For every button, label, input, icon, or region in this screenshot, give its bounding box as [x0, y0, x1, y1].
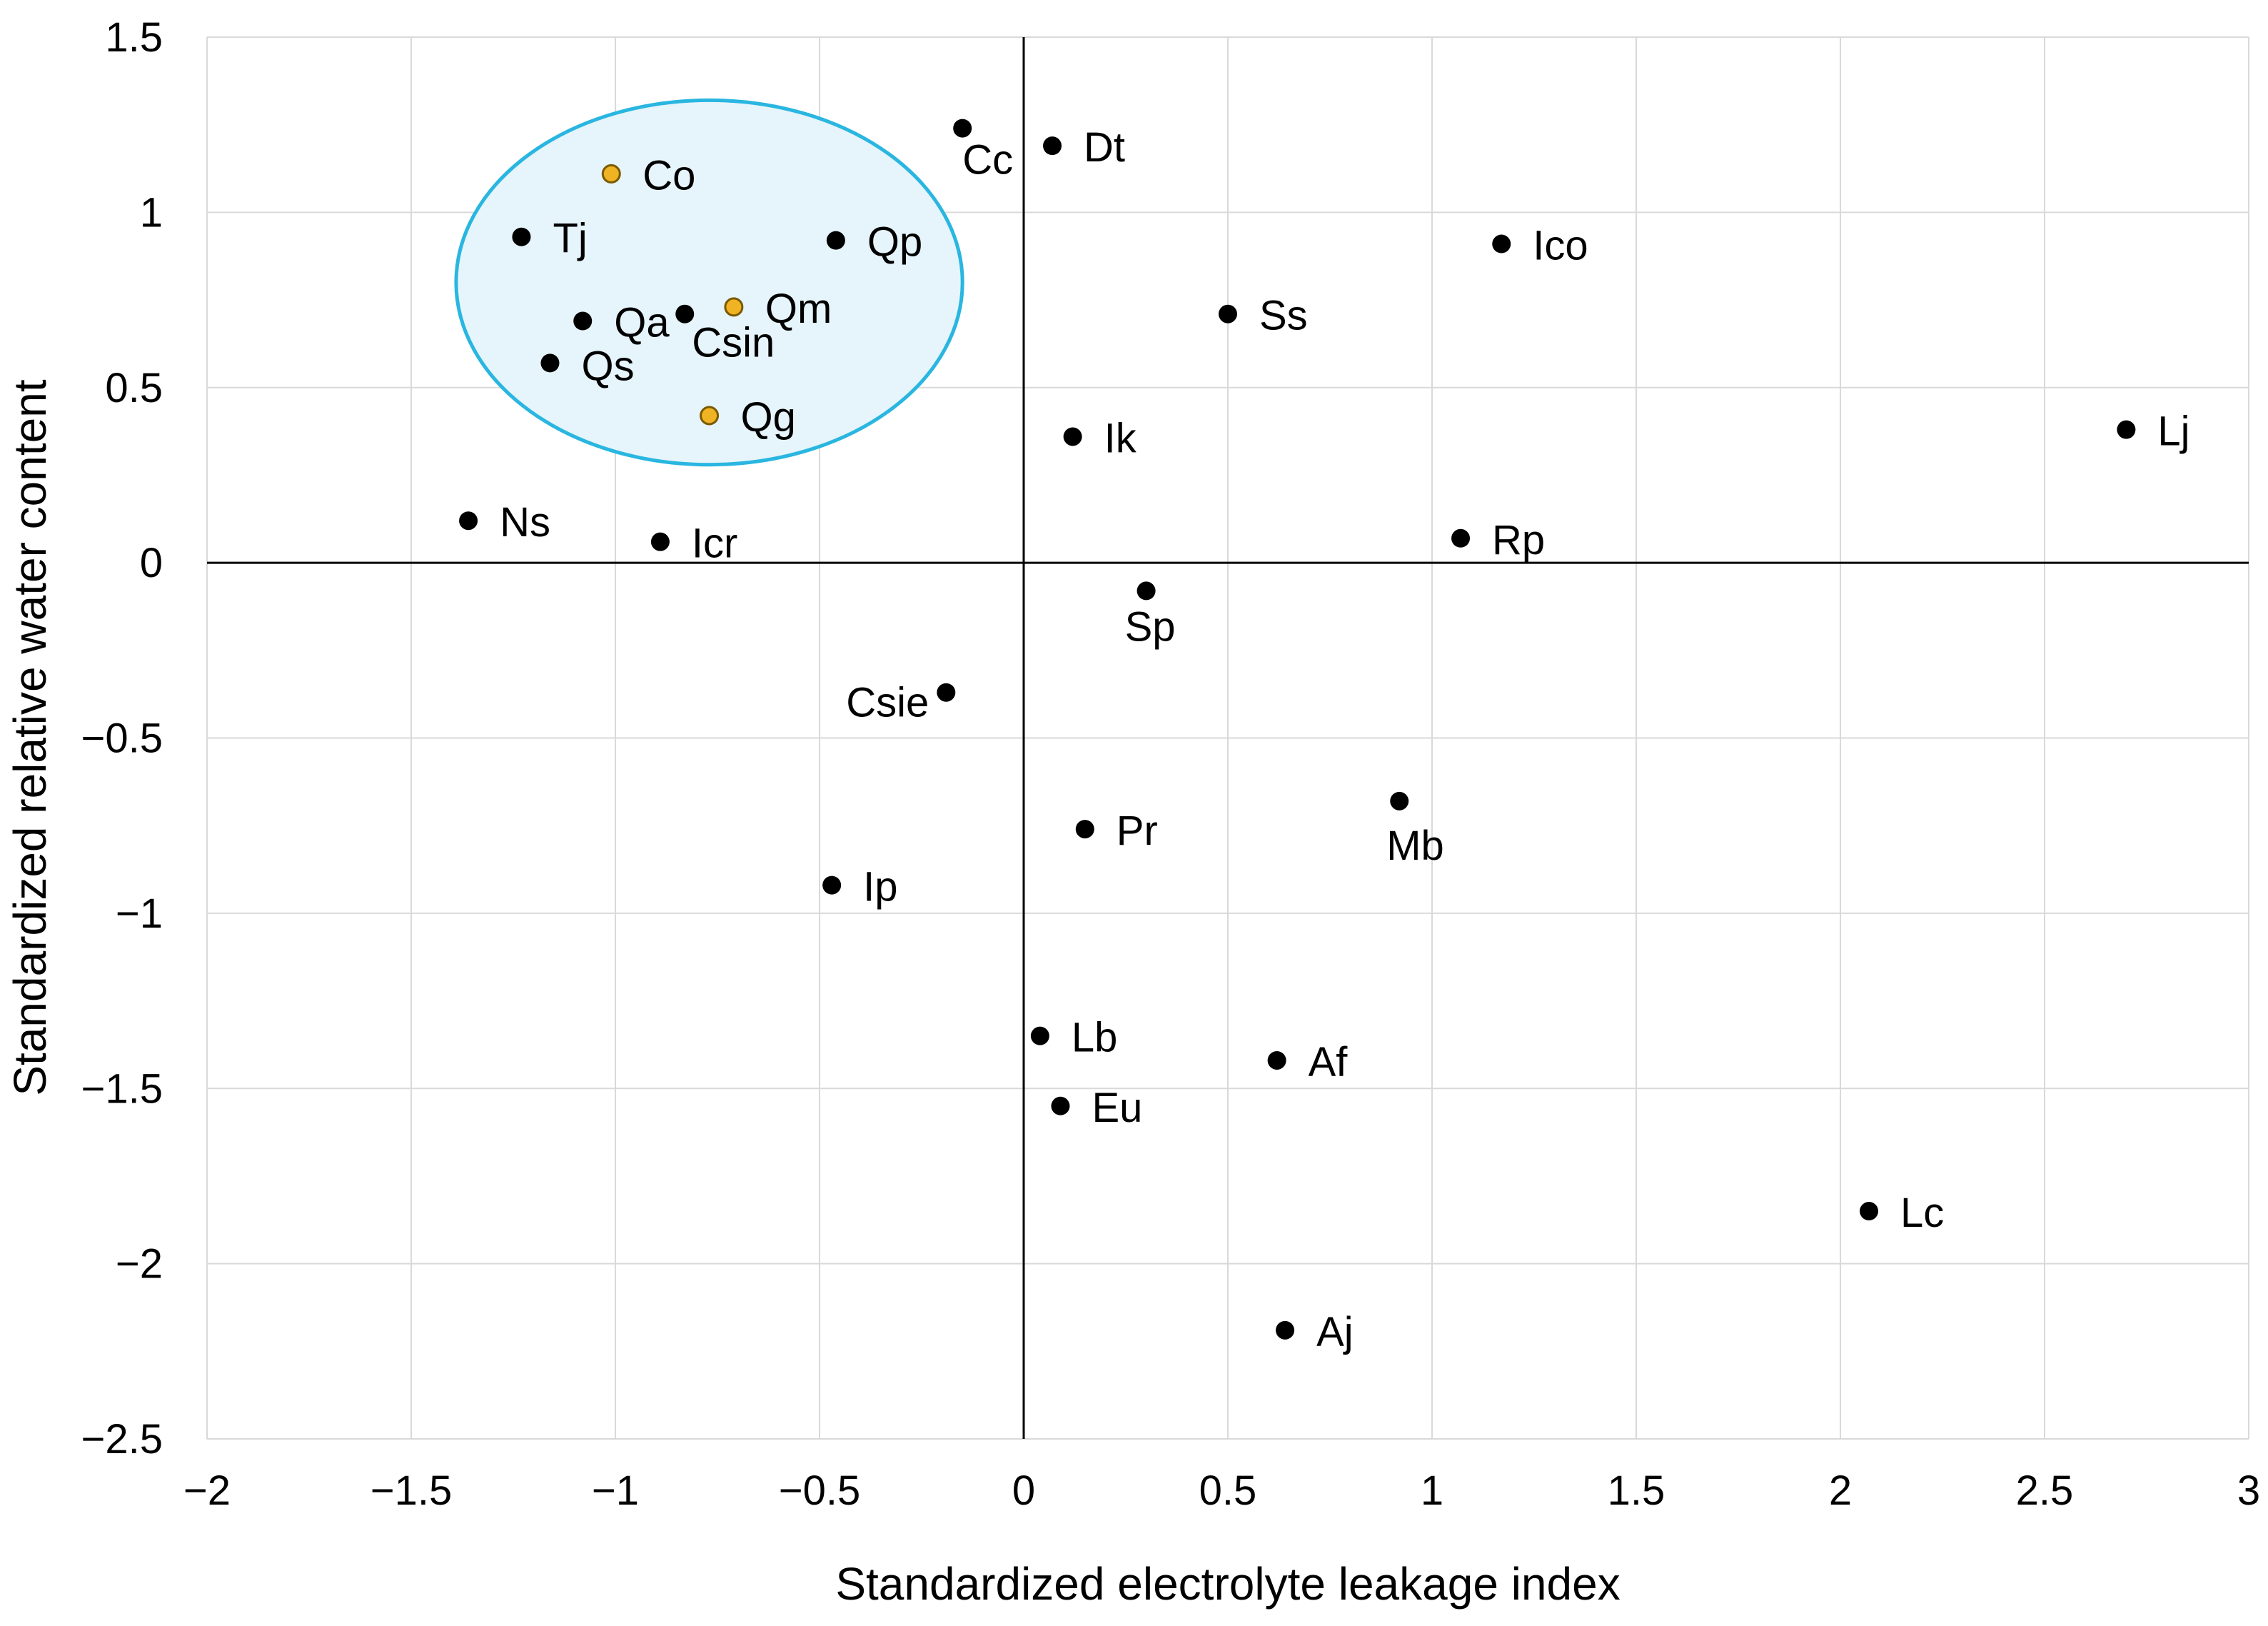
data-points — [459, 119, 2136, 1340]
data-label-cc: Cc — [962, 137, 1013, 184]
y-tick-label: −0.5 — [81, 716, 163, 762]
y-tick-label: −1.5 — [81, 1065, 163, 1112]
y-tick-label: −2 — [116, 1241, 163, 1288]
data-point-labels: Co Tj Qp Qm Qa Csin Qs Qg Cc Dt Ico Ss Ik Lj Ns Icr Rp Sp… — [500, 124, 2189, 1355]
data-label-csin: Csin — [692, 320, 775, 366]
x-tick-label: 2.5 — [2016, 1467, 2074, 1514]
data-label-csie: Csie — [846, 680, 929, 726]
data-label-lb: Lb — [1072, 1015, 1118, 1061]
x-tick-label: 2 — [1829, 1467, 1852, 1514]
data-label-co: Co — [642, 152, 695, 199]
cluster-ellipse — [454, 98, 964, 467]
data-point-csie — [937, 683, 956, 702]
data-point-cc — [953, 119, 972, 138]
data-label-aj: Aj — [1316, 1309, 1354, 1355]
data-point-qa — [573, 311, 593, 331]
data-label-lc: Lc — [1900, 1190, 1944, 1236]
x-tick-label: −1.5 — [371, 1467, 453, 1514]
data-point-tj — [512, 227, 531, 246]
data-label-ico: Ico — [1533, 223, 1588, 269]
data-point-ik — [1063, 427, 1082, 446]
data-point-qp — [826, 231, 845, 250]
data-label-icr: Icr — [692, 521, 737, 567]
x-tick-label: 0.5 — [1199, 1467, 1257, 1514]
data-label-ip: Ip — [863, 864, 897, 910]
zero-axes — [207, 37, 2249, 1439]
data-label-tj: Tj — [553, 216, 587, 262]
x-tick-label: 1 — [1421, 1467, 1443, 1514]
data-label-sp: Sp — [1125, 603, 1176, 650]
y-tick-label: 1 — [140, 189, 163, 236]
x-axis-title: Standardized electrolyte leakage index — [835, 1558, 1620, 1610]
data-point-qs — [540, 353, 560, 373]
y-tick-labels: 1.5 1 0.5 0 −0.5 −1 −1.5 −2 −2.5 — [81, 14, 163, 1462]
data-label-qm: Qm — [765, 286, 832, 332]
data-point-dt — [1043, 136, 1062, 156]
x-tick-label: −0.5 — [779, 1467, 861, 1514]
data-point-qg — [700, 406, 720, 426]
data-point-lb — [1030, 1026, 1049, 1045]
data-label-rp: Rp — [1492, 517, 1545, 563]
x-tick-label: −2 — [183, 1467, 231, 1514]
data-label-dt: Dt — [1084, 124, 1125, 171]
y-axis-title: Standardized relative water content — [4, 379, 56, 1095]
y-tick-label: 1.5 — [105, 14, 163, 61]
data-point-icr — [650, 532, 670, 551]
data-point-sp — [1136, 581, 1156, 601]
data-label-qp: Qp — [867, 219, 922, 266]
data-label-ns: Ns — [500, 499, 550, 546]
data-point-csin — [675, 304, 695, 323]
data-point-qm — [724, 297, 744, 317]
data-label-mb: Mb — [1386, 823, 1444, 869]
y-tick-label: −2.5 — [81, 1416, 163, 1462]
data-point-lc — [1860, 1202, 1879, 1221]
y-tick-label: −1 — [116, 890, 163, 937]
y-tick-label: 0.5 — [105, 365, 163, 411]
data-label-af: Af — [1309, 1039, 1349, 1085]
data-point-mb — [1390, 791, 1409, 811]
data-label-qs: Qs — [581, 343, 634, 389]
data-label-qg: Qg — [741, 394, 796, 441]
data-point-ss — [1219, 304, 1237, 323]
data-label-eu: Eu — [1092, 1085, 1142, 1131]
data-point-ico — [1492, 234, 1511, 254]
data-point-co — [601, 164, 621, 184]
data-label-ss: Ss — [1259, 293, 1308, 339]
data-point-ip — [822, 875, 842, 895]
x-tick-labels: −2 −1.5 −1 −0.5 0 0.5 1 1.5 2 2.5 3 — [183, 1467, 2260, 1514]
data-label-ik: Ik — [1104, 415, 1137, 461]
data-label-lj: Lj — [2157, 408, 2189, 455]
data-point-lj — [2117, 420, 2136, 439]
data-point-af — [1267, 1050, 1286, 1070]
x-tick-label: 0 — [1012, 1467, 1035, 1514]
x-tick-label: −1 — [592, 1467, 639, 1514]
cluster-group — [454, 98, 964, 467]
data-point-aj — [1276, 1320, 1295, 1340]
data-label-pr: Pr — [1117, 808, 1158, 854]
data-point-eu — [1051, 1096, 1070, 1115]
data-point-ns — [459, 511, 478, 531]
x-tick-label: 3 — [2237, 1467, 2260, 1514]
y-tick-label: 0 — [140, 540, 163, 586]
data-point-rp — [1451, 528, 1471, 548]
data-point-pr — [1075, 820, 1094, 839]
x-tick-label: 1.5 — [1608, 1467, 1665, 1514]
data-label-qa: Qa — [614, 300, 670, 346]
